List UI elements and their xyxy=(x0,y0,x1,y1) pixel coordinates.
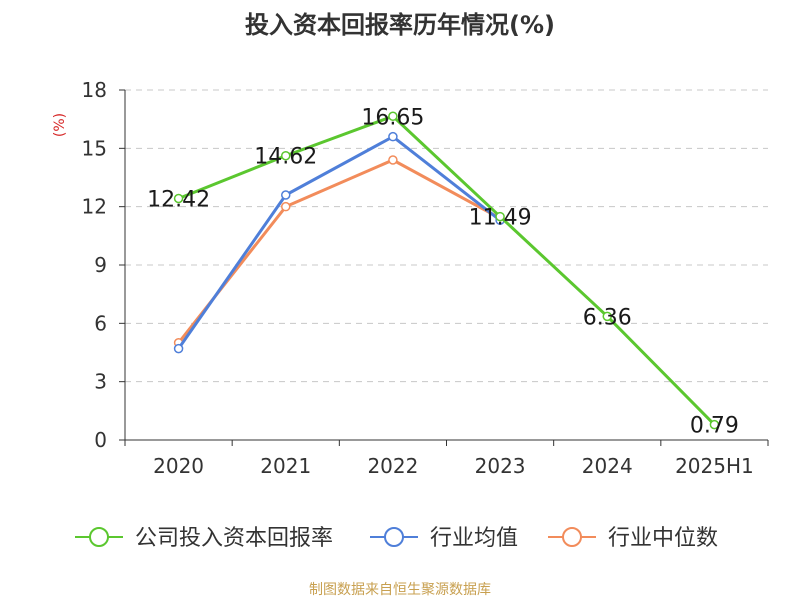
y-tick-label: 15 xyxy=(82,136,107,160)
legend-item: 行业中位数 xyxy=(548,526,718,551)
data-point xyxy=(281,201,291,212)
data-point xyxy=(173,343,184,354)
y-tick-label: 0 xyxy=(94,428,107,452)
series-0 xyxy=(173,111,720,430)
data-label: 16.65 xyxy=(361,105,424,130)
x-tick-label: 2024 xyxy=(582,454,633,478)
legend-label: 行业均值 xyxy=(430,526,518,551)
legend-label: 公司投入资本回报率 xyxy=(135,526,333,551)
data-point xyxy=(281,190,291,200)
data-label-layer: 12.42 14.62 16.65 11.49 6.36 0.79 xyxy=(147,105,739,438)
x-tick-label: 2023 xyxy=(475,454,526,478)
x-tick-label: 2022 xyxy=(367,454,418,478)
legend-item: 行业均值 xyxy=(370,526,518,551)
legend-label: 行业中位数 xyxy=(608,526,718,551)
data-label: 12.42 xyxy=(147,188,210,213)
data-point xyxy=(709,419,720,430)
y-tick-label: 3 xyxy=(94,370,107,394)
grid-layer xyxy=(125,89,768,383)
legend-swatch-marker xyxy=(89,527,109,547)
y-tick-label: 18 xyxy=(82,78,107,102)
series-line xyxy=(178,114,716,426)
series-1 xyxy=(173,131,505,354)
x-tick-label: 2025H1 xyxy=(675,454,754,478)
axis-layer: 0 3 6 9 12 15 18 2020 2021 2022 2023 2024 2025H1 xyxy=(82,78,769,478)
x-tick-label: 2021 xyxy=(260,454,311,478)
data-point xyxy=(281,150,291,161)
data-label: 0.79 xyxy=(690,414,739,439)
series-line xyxy=(177,158,501,344)
chart-title: 投入资本回报率历年情况(%) xyxy=(245,11,555,39)
legend-swatch-marker xyxy=(562,527,582,547)
y-tick-label: 12 xyxy=(82,195,107,219)
data-label: 14.62 xyxy=(254,145,317,170)
data-point xyxy=(388,131,398,142)
series-line xyxy=(177,135,502,350)
data-point xyxy=(388,111,398,121)
y-axis-label: (%) xyxy=(52,113,68,137)
data-point xyxy=(495,211,505,222)
legend: 公司投入资本回报率 行业均值 行业中位数 xyxy=(75,526,718,551)
source-note: 制图数据来自恒生聚源数据库 xyxy=(309,582,491,598)
data-point xyxy=(388,155,398,165)
data-point xyxy=(173,193,184,204)
data-label: 11.49 xyxy=(469,206,532,231)
data-label: 6.36 xyxy=(583,305,632,330)
data-point xyxy=(602,311,612,322)
x-tick-label: 2020 xyxy=(153,454,204,478)
legend-swatch-marker xyxy=(384,527,404,547)
legend-item: 公司投入资本回报率 xyxy=(75,526,333,551)
y-tick-label: 6 xyxy=(94,311,107,335)
series-layer xyxy=(173,111,720,430)
y-tick-label: 9 xyxy=(94,253,107,277)
